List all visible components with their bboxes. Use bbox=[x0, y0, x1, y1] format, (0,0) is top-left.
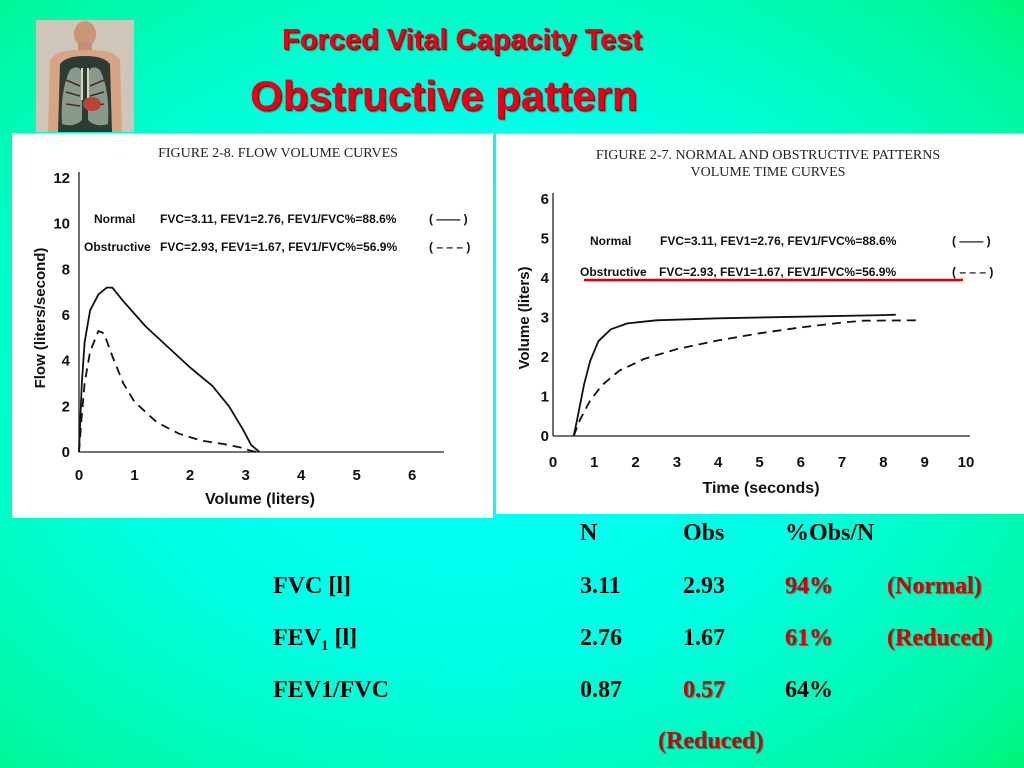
y-tick-label: 8 bbox=[62, 261, 70, 278]
y-tick-label: 0 bbox=[541, 428, 549, 445]
series-line-normal bbox=[572, 313, 896, 437]
x-tick-label: 10 bbox=[958, 454, 975, 471]
table-row-ratio-label: FEV1/FVC bbox=[273, 677, 389, 703]
x-tick-label: 8 bbox=[879, 454, 887, 471]
x-tick-label: 3 bbox=[673, 454, 681, 471]
y-tick-label: 2 bbox=[541, 349, 549, 366]
chart1-legend-obstructive-name: Obstructive bbox=[84, 240, 151, 254]
chart1-y-axis-label: Flow (liters/second) bbox=[32, 248, 49, 389]
chart2-legend-normal-name: Normal bbox=[590, 234, 631, 248]
chart2-legend-obstructive-values: FVC=2.93, FEV1=1.67, FEV1/FVC%=56.9% bbox=[659, 265, 896, 279]
volume-time-chart-panel: FIGURE 2-7. NORMAL AND OBSTRUCTIVE PATTE… bbox=[496, 133, 1024, 514]
table-row-fvc-n: 3.11 bbox=[580, 573, 621, 599]
chart1-legend-normal-symbol: ( —— ) bbox=[429, 212, 468, 226]
flow-volume-chart: FIGURE 2-8. FLOW VOLUME CURVES Normal FV… bbox=[32, 146, 470, 508]
y-tick-label: 6 bbox=[541, 191, 549, 208]
x-tick-label: 0 bbox=[75, 467, 83, 484]
x-tick-label: 4 bbox=[297, 467, 306, 484]
chart1-x-axis-label: Volume (liters) bbox=[205, 491, 315, 508]
x-tick-label: 6 bbox=[408, 467, 416, 484]
chart2-x-axis-label: Time (seconds) bbox=[702, 480, 819, 497]
table-footnote-reduced: (Reduced) bbox=[658, 728, 764, 754]
chart1-legend-normal-name: Normal bbox=[94, 212, 135, 226]
chart2-title: FIGURE 2-7. NORMAL AND OBSTRUCTIVE PATTE… bbox=[596, 148, 940, 163]
chart-plot-area: 0 1 2 3 4 5 6 7 8 9 10 0 1 2 3 4 5 6 bbox=[541, 191, 975, 471]
table-header-pct: %Obs/N bbox=[785, 520, 875, 546]
chart1-legend-obstructive-values: FVC=2.93, FEV1=1.67, FEV1/FVC%=56.9% bbox=[160, 240, 397, 254]
table-row-ratio-obs: 0.57 bbox=[683, 677, 725, 703]
slide-title: Forced Vital Capacity Test bbox=[282, 24, 642, 56]
x-tick-label: 0 bbox=[549, 454, 557, 471]
x-tick-label: 1 bbox=[130, 467, 138, 484]
series-line-obstructive bbox=[78, 330, 257, 453]
chart2-legend-normal-values: FVC=3.11, FEV1=2.76, FEV1/FVC%=88.6% bbox=[660, 234, 897, 248]
flow-volume-chart-panel: FIGURE 2-8. FLOW VOLUME CURVES Normal FV… bbox=[12, 133, 493, 518]
series-line-normal bbox=[78, 286, 261, 453]
y-tick-label: 5 bbox=[541, 231, 549, 248]
chest-lungs-illustration-icon bbox=[36, 20, 134, 132]
y-tick-label: 3 bbox=[541, 310, 549, 327]
x-tick-label: 5 bbox=[755, 454, 763, 471]
chart2-legend-obstructive-symbol: ( – – – ) bbox=[952, 265, 993, 279]
y-tick-label: 1 bbox=[541, 389, 549, 406]
table-row-ratio-n: 0.87 bbox=[580, 677, 622, 703]
y-tick-label: 6 bbox=[62, 307, 70, 324]
y-tick-label: 4 bbox=[541, 270, 550, 287]
slide-subtitle: Obstructive pattern bbox=[250, 72, 638, 119]
chart2-legend-normal-symbol: ( —— ) bbox=[952, 234, 991, 248]
table-row-fvc-obs: 2.93 bbox=[683, 573, 725, 599]
x-tick-label: 2 bbox=[631, 454, 639, 471]
volume-time-chart: FIGURE 2-7. NORMAL AND OBSTRUCTIVE PATTE… bbox=[516, 148, 993, 497]
chart2-y-axis-label: Volume (liters) bbox=[516, 266, 533, 369]
y-tick-label: 2 bbox=[62, 398, 70, 415]
fev1-label-unit: [l] bbox=[328, 625, 358, 651]
chart1-legend-normal-values: FVC=3.11, FEV1=2.76, FEV1/FVC%=88.6% bbox=[160, 212, 397, 226]
x-tick-label: 7 bbox=[838, 454, 846, 471]
table-row-fev1-obs: 1.67 bbox=[683, 625, 725, 651]
x-tick-label: 3 bbox=[241, 467, 249, 484]
x-tick-label: 4 bbox=[714, 454, 723, 471]
table-row-fvc-pct: 94% bbox=[785, 573, 833, 599]
x-tick-label: 9 bbox=[921, 454, 929, 471]
x-tick-label: 2 bbox=[186, 467, 194, 484]
chart1-legend-obstructive-symbol: ( – – – ) bbox=[429, 240, 470, 254]
table-row-fev1-n: 2.76 bbox=[580, 625, 622, 651]
chart2-subtitle: VOLUME TIME CURVES bbox=[691, 165, 846, 180]
table-row-fvc-note: (Normal) bbox=[887, 573, 982, 599]
table-row-fev1-pct: 61% bbox=[785, 625, 833, 651]
table-row-fvc-label: FVC [l] bbox=[273, 573, 351, 599]
y-tick-label: 0 bbox=[62, 444, 70, 461]
table-row-fev1-label: FEV1 [l] bbox=[273, 625, 357, 655]
table-row-fev1-note: (Reduced) bbox=[887, 625, 993, 651]
series-line-obstructive bbox=[572, 319, 917, 437]
y-tick-label: 4 bbox=[62, 353, 71, 370]
table-row-ratio-pct: 64% bbox=[785, 677, 833, 703]
table-header-n: N bbox=[580, 520, 598, 546]
table-header-obs: Obs bbox=[683, 520, 725, 546]
fev1-label-subscript: 1 bbox=[321, 638, 329, 654]
chart2-legend-obstructive-name: Obstructive bbox=[580, 265, 647, 279]
x-tick-label: 6 bbox=[797, 454, 805, 471]
chart1-title: FIGURE 2-8. FLOW VOLUME CURVES bbox=[158, 146, 398, 161]
y-tick-label: 12 bbox=[53, 170, 70, 187]
fev1-label-main: FEV bbox=[273, 625, 321, 651]
x-tick-label: 1 bbox=[590, 454, 598, 471]
y-tick-label: 10 bbox=[53, 216, 70, 233]
x-tick-label: 5 bbox=[353, 467, 361, 484]
